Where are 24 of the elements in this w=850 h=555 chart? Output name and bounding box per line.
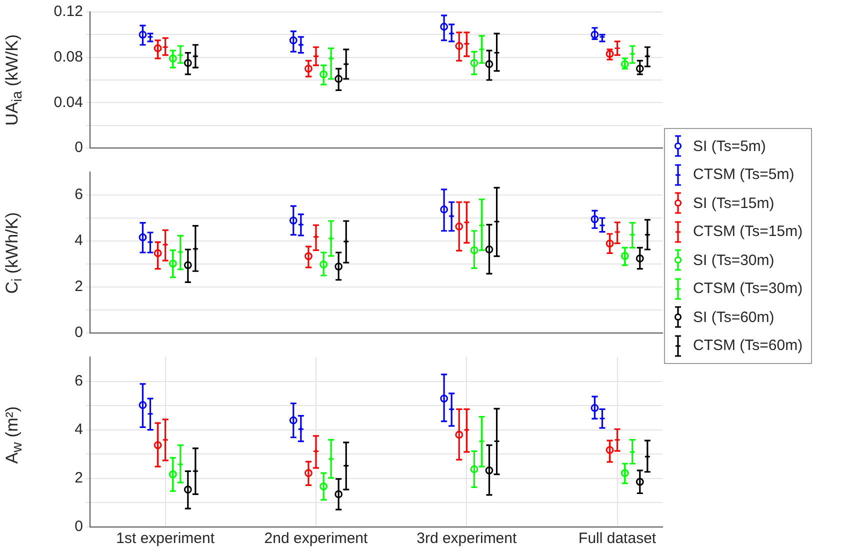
- y-tick-label: 2: [74, 470, 83, 487]
- y-tick-label: 0.12: [54, 3, 83, 20]
- y-tick-label: 4: [74, 421, 83, 438]
- x-tick-label: 1st experiment: [116, 530, 216, 548]
- y-tick-label: 6: [74, 372, 83, 390]
- legend-label: SI (Ts=60m): [693, 308, 774, 326]
- y-tick-label: 0: [74, 139, 83, 156]
- y-tick-label: 0: [74, 324, 83, 342]
- legend-label: SI (Ts=15m): [693, 194, 774, 212]
- legend-label: CTSM (Ts=60m): [693, 337, 803, 354]
- x-tick-label: 3rd experiment: [416, 530, 518, 548]
- y-tick-label: 6: [74, 186, 83, 204]
- y-tick-label: 0.08: [54, 48, 83, 66]
- y-tick-label: 0.04: [54, 94, 83, 111]
- legend-label: CTSM (Ts=30m): [693, 280, 803, 298]
- legend-label: CTSM (Ts=15m): [693, 223, 803, 240]
- legend-label: SI (Ts=30m): [693, 252, 774, 269]
- y-tick-label: 2: [74, 278, 83, 296]
- legend-label: SI (Ts=5m): [693, 138, 766, 155]
- legend-label: CTSM (Ts=5m): [693, 166, 794, 184]
- y-tick-label: 4: [74, 232, 83, 250]
- x-tick-label: 2nd experiment: [264, 530, 369, 548]
- x-tick-label: Full dataset: [578, 530, 657, 548]
- y-tick-label: 0: [74, 518, 83, 536]
